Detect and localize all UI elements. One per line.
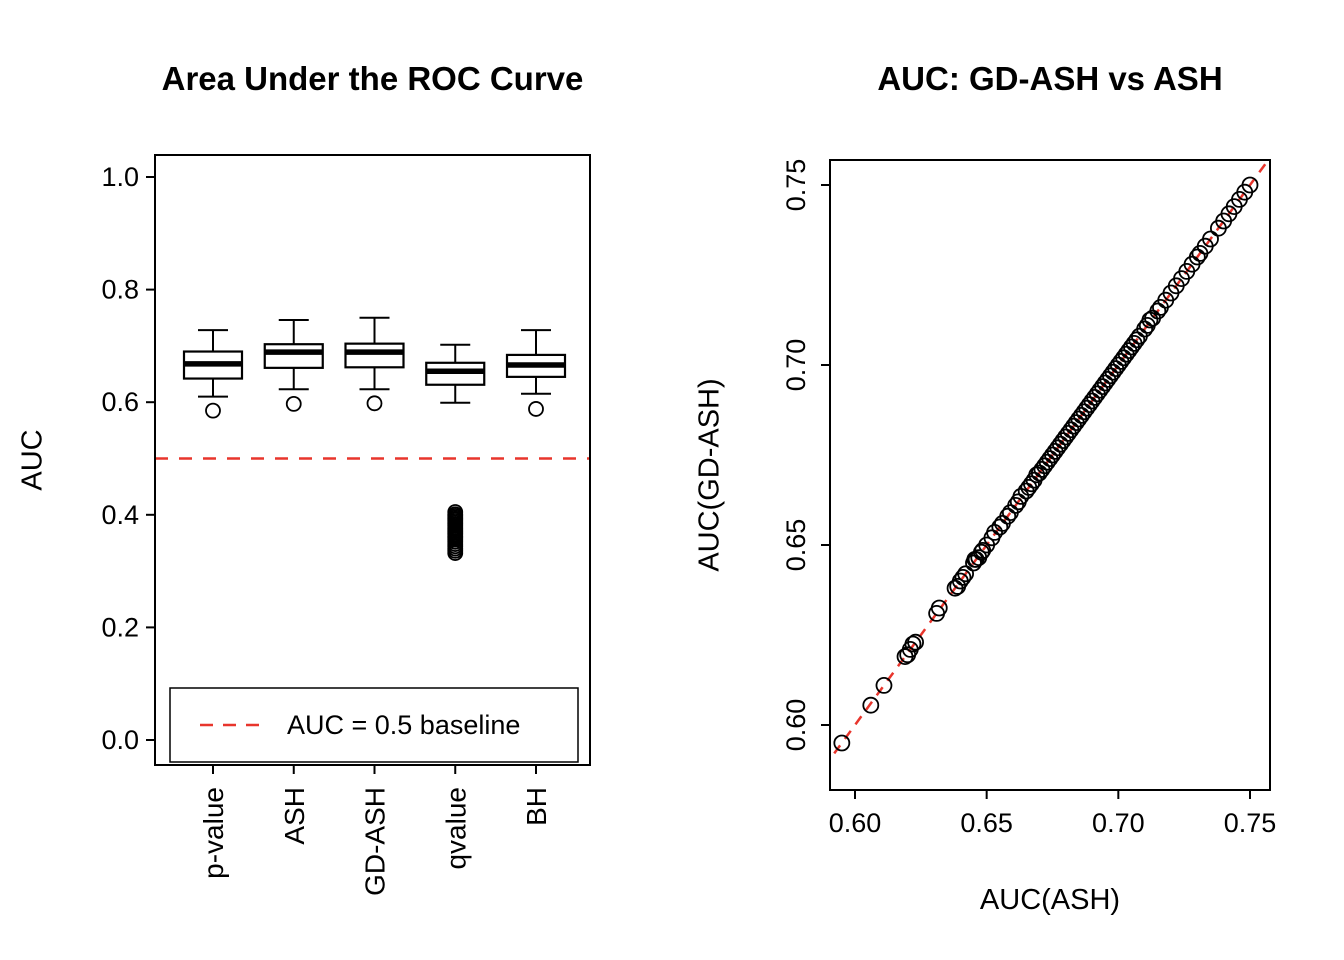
scatter-point [974, 542, 992, 559]
y-tick-label: 1.0 [101, 162, 139, 192]
y-tick-label: 0.8 [101, 275, 139, 305]
category-label: qvalue [440, 787, 471, 870]
scatter-point [1149, 302, 1167, 320]
scatter-point [954, 569, 972, 586]
scatter-point [1007, 496, 1025, 514]
scatter-point [1241, 176, 1259, 194]
plot-border [829, 159, 1271, 791]
plot-border [154, 154, 591, 766]
y-tick-label: 0.2 [101, 612, 139, 642]
iqr-box [344, 342, 405, 369]
outlier-point [285, 395, 302, 412]
scatter-point [1128, 331, 1146, 349]
iqr-box [263, 343, 324, 369]
legend-box [169, 687, 579, 763]
scatter-point [875, 677, 893, 694]
scatter-point [1023, 475, 1040, 493]
outlier-point [205, 402, 221, 419]
scatter-point [1188, 248, 1206, 266]
y-tick-label: 0.65 [781, 519, 811, 572]
y-tick-label: 0.60 [781, 699, 811, 752]
x-tick-label: 0.60 [829, 808, 882, 838]
boxplot-title: Area Under the ROC Curve [161, 60, 584, 97]
scatter-point [957, 565, 974, 583]
x-tick-label: 0.70 [1092, 808, 1145, 838]
scatter-title: AUC: GD-ASH vs ASH [877, 60, 1223, 97]
scatter-point [1136, 320, 1154, 338]
y-tick-label: 0.75 [781, 159, 811, 212]
boxplot-panel: Area Under the ROC Curve AUC 0.0 0.2 0.4 0.… [17, 60, 591, 896]
scatter-point [1202, 230, 1219, 248]
scatter-x-axis-label: AUC(ASH) [979, 884, 1121, 916]
category-label: BH [521, 787, 552, 826]
scatter-point [904, 635, 922, 653]
scatter-point [833, 734, 851, 752]
y-tick-label: 0.6 [101, 387, 139, 417]
scatter-point [999, 507, 1017, 525]
category-label: p-value [198, 787, 229, 879]
legend-label: AUC = 0.5 baseline [287, 710, 520, 740]
scatter-chart: 0.60 0.65 0.70 0.75 0.60 0.65 0.70 0.75 [781, 159, 1277, 838]
category-label: GD-ASH [360, 787, 391, 896]
scatter-point [991, 518, 1009, 536]
outlier-point [447, 545, 464, 561]
x-tick-label: 0.75 [1224, 808, 1277, 838]
scatter-point [862, 696, 880, 714]
scatter-panel: AUC: GD-ASH vs ASH AUC(GD-ASH) AUC(ASH) … [672, 0, 1344, 960]
boxplot-chart: 0.0 0.2 0.4 0.6 0.8 1.0 p-value ASH GD-ASH qvalue… [101, 154, 591, 896]
category-label: ASH [279, 787, 310, 845]
y-tick-label: 0.70 [781, 339, 811, 392]
outlier-point [366, 395, 383, 412]
outlier-point [528, 401, 544, 417]
scatter-point [907, 633, 924, 651]
y-tick-label: 0.0 [101, 725, 139, 755]
y-tick-label: 0.4 [101, 500, 139, 530]
scatter-point [930, 599, 948, 617]
x-tick-label: 0.65 [960, 808, 1013, 838]
